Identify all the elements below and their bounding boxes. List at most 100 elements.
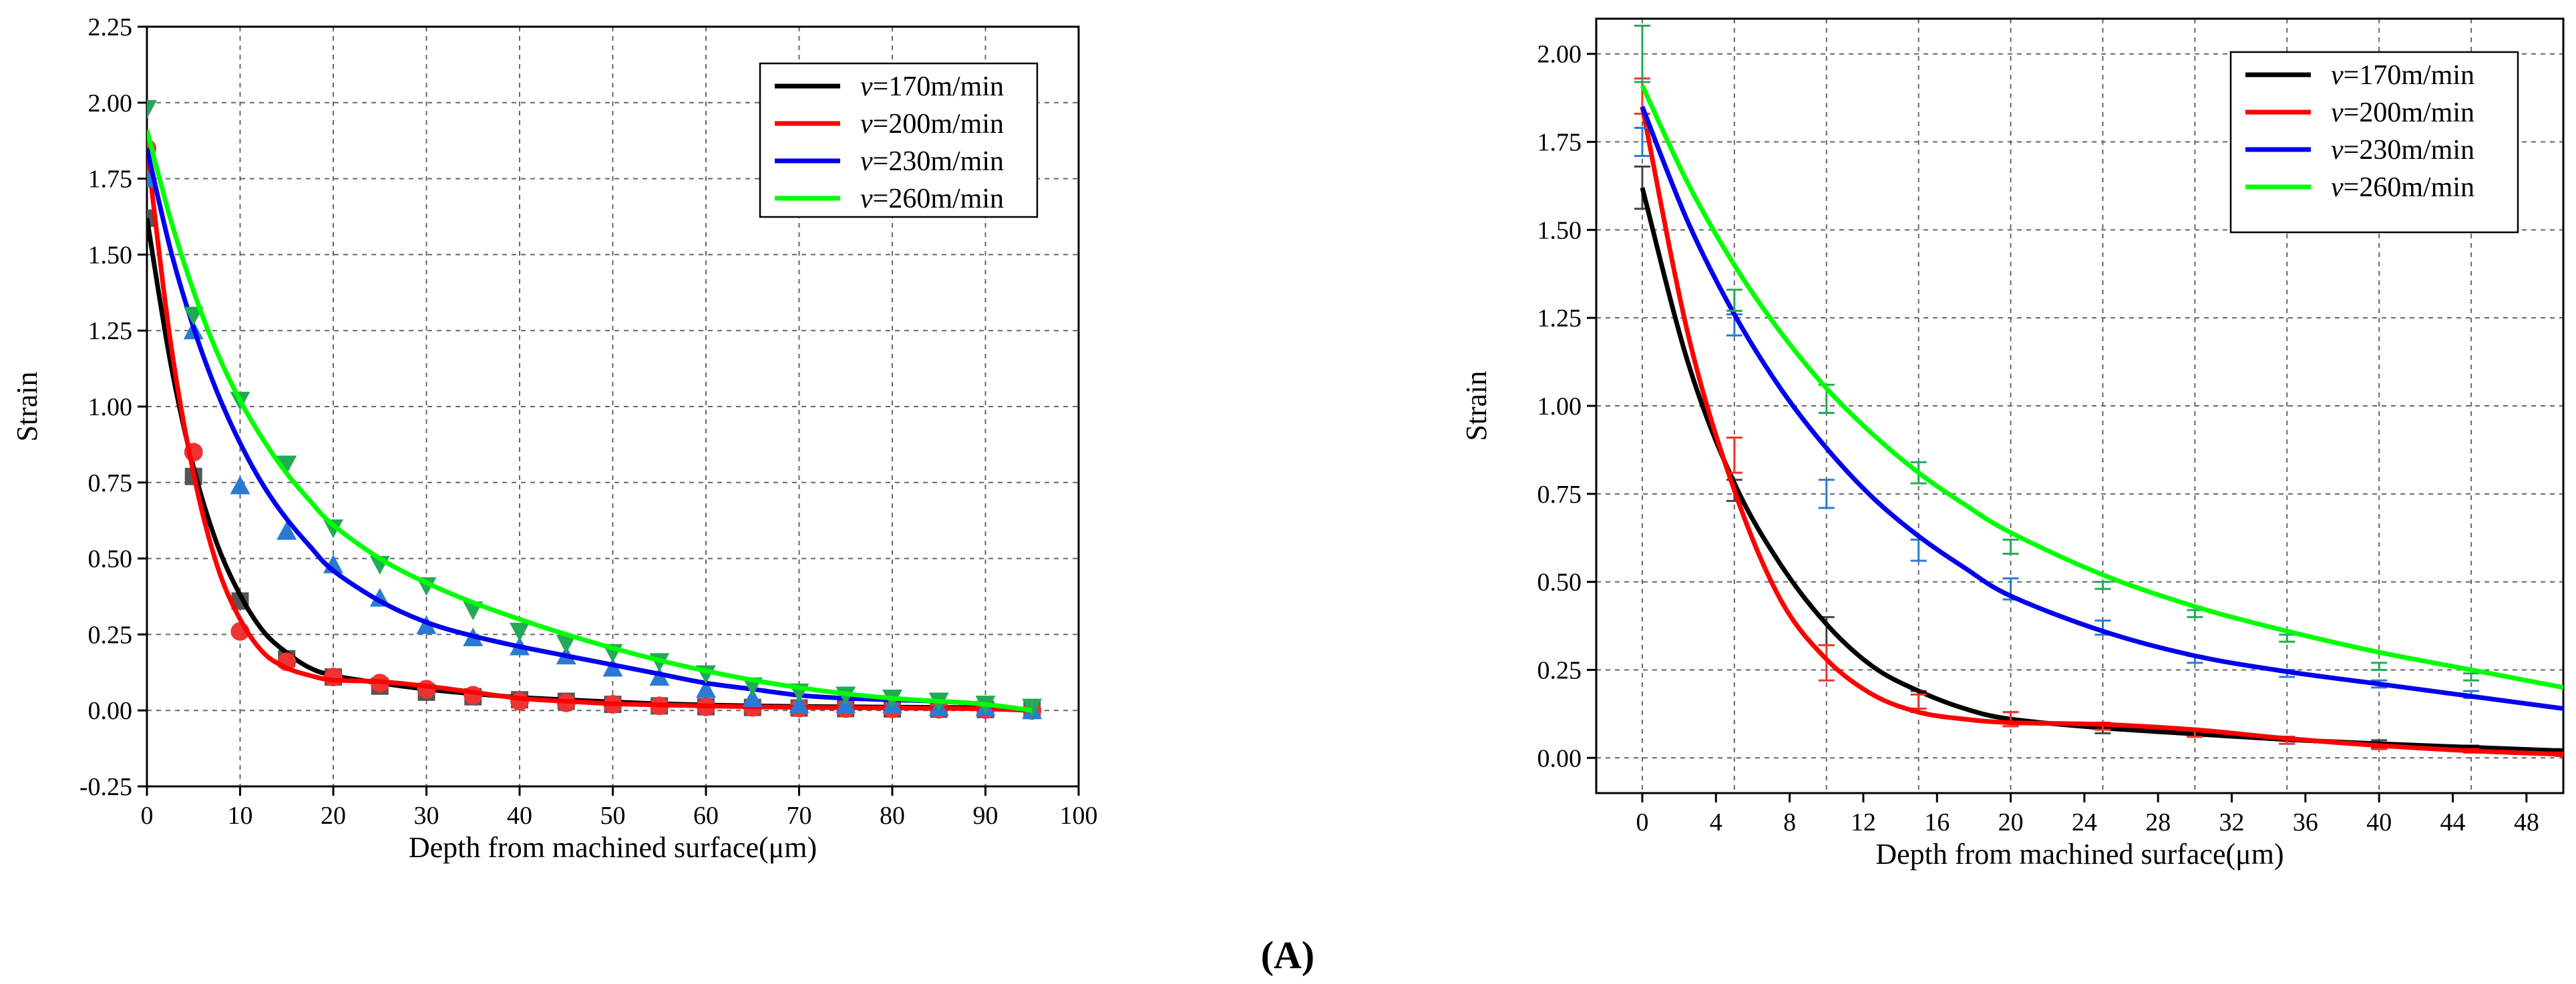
x-tick-label: 30 [414,802,439,830]
error-bar [1818,644,1835,682]
x-tick-label: 36 [2293,808,2318,836]
x-tick-label: 50 [600,802,626,830]
y-tick-label: 0.00 [88,697,133,725]
x-axis-title: Depth from machined surface(μm) [409,831,817,864]
series-2 [147,148,1043,720]
chart-left: 0 10 20 30 40 50 60 70 80 90 100 -0.25 0.00 0.25 0.50 0… [11,13,1098,864]
data-point [1022,698,1043,718]
x-tick-label: 4 [1710,808,1722,836]
y-tick-label: 0.75 [88,469,133,497]
data-point [277,521,297,540]
x-tick-label: 24 [2072,808,2097,836]
legend-label: v=200m/min [2331,97,2474,128]
x-tick-label: 44 [2440,808,2466,836]
legend-label-variable: v [860,71,873,102]
x-tick-label: 100 [1060,802,1098,830]
series-1 [147,139,1042,720]
legend-label: v=170m/min [2331,60,2474,91]
legend-label-variable: v [2331,135,2344,166]
legend-label-variable: v [2331,60,2344,91]
x-tick-label: 28 [2145,808,2171,836]
y-tick-label: 0.25 [88,621,133,649]
error-bar [1726,288,1742,312]
x-axis: 0 4 8 12 16 20 24 28 32 36 40 44 48 [1636,793,2539,836]
series-line [147,148,1033,713]
error-bar [1910,693,1927,710]
legend-label-value: =170m/min [873,71,1004,102]
x-tick-label: 10 [228,802,253,830]
legend-item: v=260m/min [2245,172,2474,203]
data-point [277,455,297,475]
y-tick-label: 1.00 [1537,393,1582,421]
x-tick-label: 8 [1783,808,1796,836]
error-bar [2463,672,2480,682]
x-tick-label: 48 [2514,808,2539,836]
y-tick-label: 2.25 [88,13,133,41]
y-tick-label: 0.75 [1537,481,1582,509]
legend-label-value: =260m/min [873,184,1004,214]
data-point [147,99,157,119]
data-point [696,679,716,698]
legend-box [759,62,1039,218]
data-point [556,635,576,654]
y-tick-label: 1.50 [1537,216,1582,244]
y-axis-title: Strain [1460,371,1493,441]
series-line [147,148,1033,713]
series-line [1640,105,2563,711]
legend-item: v=230m/min [775,146,1004,177]
legend-label: v=200m/min [860,109,1004,140]
data-point [230,475,250,495]
legend-label-value: =260m/min [2344,172,2474,203]
legend-label-value: =230m/min [873,146,1004,177]
data-point [323,519,343,539]
y-tick-label: -0.25 [79,773,132,801]
y-axis-title: Strain [11,371,43,441]
data-point [510,692,529,711]
series-3 [1634,25,2563,690]
x-axis-title: Depth from machined surface(μm) [1875,838,2283,871]
legend-label-variable: v [2331,97,2344,128]
panel-label: (A) [1261,933,1315,977]
legend-item: v=230m/min [2245,135,2474,166]
x-tick-label: 60 [693,802,719,830]
x-tick-label: 20 [321,802,346,830]
y-tick-label: 2.00 [88,89,133,117]
data-point [789,694,809,714]
y-axis: -0.25 0.00 0.25 0.50 0.75 1.00 1.25 1.50 1.75 2.0… [79,13,147,801]
y-tick-label: 0.25 [1537,656,1582,684]
legend-label-value: =230m/min [2344,135,2474,166]
legend-item: v=200m/min [2245,97,2474,128]
error-bar [2279,634,2295,643]
legend-label-variable: v [860,146,873,177]
legend-item: v=170m/min [2245,60,2474,91]
y-axis: 0.00 0.25 0.50 0.75 1.00 1.25 1.50 1.75 2.00 [1537,41,1596,772]
legend-label: v=260m/min [860,184,1004,214]
legend-label: v=260m/min [2331,172,2474,203]
x-tick-label: 80 [880,802,905,830]
legend-label-variable: v [860,109,873,140]
x-tick-label: 40 [2366,808,2392,836]
error-bar [2371,662,2388,671]
series-2 [1634,105,2563,711]
x-tick-label: 0 [1636,808,1648,836]
y-tick-label: 1.25 [1537,304,1582,332]
y-tick-label: 1.75 [88,166,133,194]
x-tick-label: 20 [1998,808,2024,836]
series-line [1640,106,2563,757]
x-tick-label: 16 [1924,808,1950,836]
error-bar [2187,609,2203,618]
series-line [1640,84,2563,690]
legend-label-value: =200m/min [2344,97,2474,128]
series-line [147,129,1033,713]
y-tick-label: 1.25 [88,317,133,345]
y-tick-label: 0.50 [1537,569,1582,597]
x-tick-label: 70 [787,802,812,830]
series-3 [147,99,1043,718]
y-tick-label: 1.50 [88,241,133,269]
y-tick-label: 1.00 [88,393,133,421]
x-tick-label: 0 [141,802,154,830]
x-tick-label: 32 [2219,808,2245,836]
legend-label-variable: v [2331,172,2344,203]
legend-label-value: =170m/min [2344,60,2474,91]
legend-item: v=170m/min [775,71,1004,102]
